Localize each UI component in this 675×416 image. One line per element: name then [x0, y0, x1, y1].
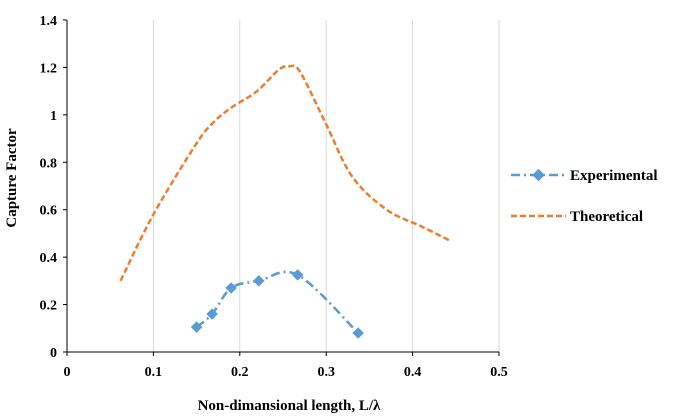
data-point-experimental-2: [225, 282, 238, 294]
y-tick-label: 1.2: [40, 61, 58, 76]
x-tick-label: 0.2: [231, 365, 249, 380]
y-tick-labels: 0 0.2 0.4 0.6 0.8 1 1.2 1.4: [40, 14, 58, 361]
y-tick-label: 1.4: [40, 14, 58, 29]
data-point-experimental-4: [291, 269, 304, 281]
x-tick-label: 0.5: [490, 365, 508, 380]
y-axis-title: Capture Factor: [4, 128, 20, 228]
series-line-theoretical: [119, 64, 451, 282]
legend: Experimental Theoretical: [511, 168, 658, 225]
x-tick-labels: 0 0.1 0.2 0.3 0.4 0.5: [64, 365, 508, 380]
axes: [63, 19, 500, 356]
grid: [152, 20, 500, 352]
data-point-experimental-3: [252, 275, 265, 287]
y-tick-label: 0.4: [40, 251, 58, 266]
data-point-experimental-5: [352, 327, 365, 339]
x-tick-label: 0: [64, 365, 71, 380]
y-tick-label: 0.2: [40, 299, 58, 314]
x-axis-title: Non-dimansional length, L/λ: [198, 398, 381, 414]
series-line-experimental: [195, 270, 360, 334]
data-point-experimental-0: [190, 321, 203, 333]
y-tick-label: 1: [50, 109, 57, 124]
x-tick-label: 0.4: [404, 365, 422, 380]
series-group: [119, 64, 451, 339]
y-tick-label: 0.8: [40, 156, 58, 171]
x-tick-label: 0.3: [317, 365, 335, 380]
legend-label-theoretical: Theoretical: [570, 209, 643, 225]
x-tick-label: 0.1: [145, 365, 163, 380]
legend-marker-experimental: [532, 168, 545, 182]
legend-label-experimental: Experimental: [570, 168, 658, 184]
y-tick-label: 0.6: [40, 204, 58, 219]
data-point-experimental-1: [206, 308, 219, 320]
y-tick-label: 0: [50, 346, 57, 361]
